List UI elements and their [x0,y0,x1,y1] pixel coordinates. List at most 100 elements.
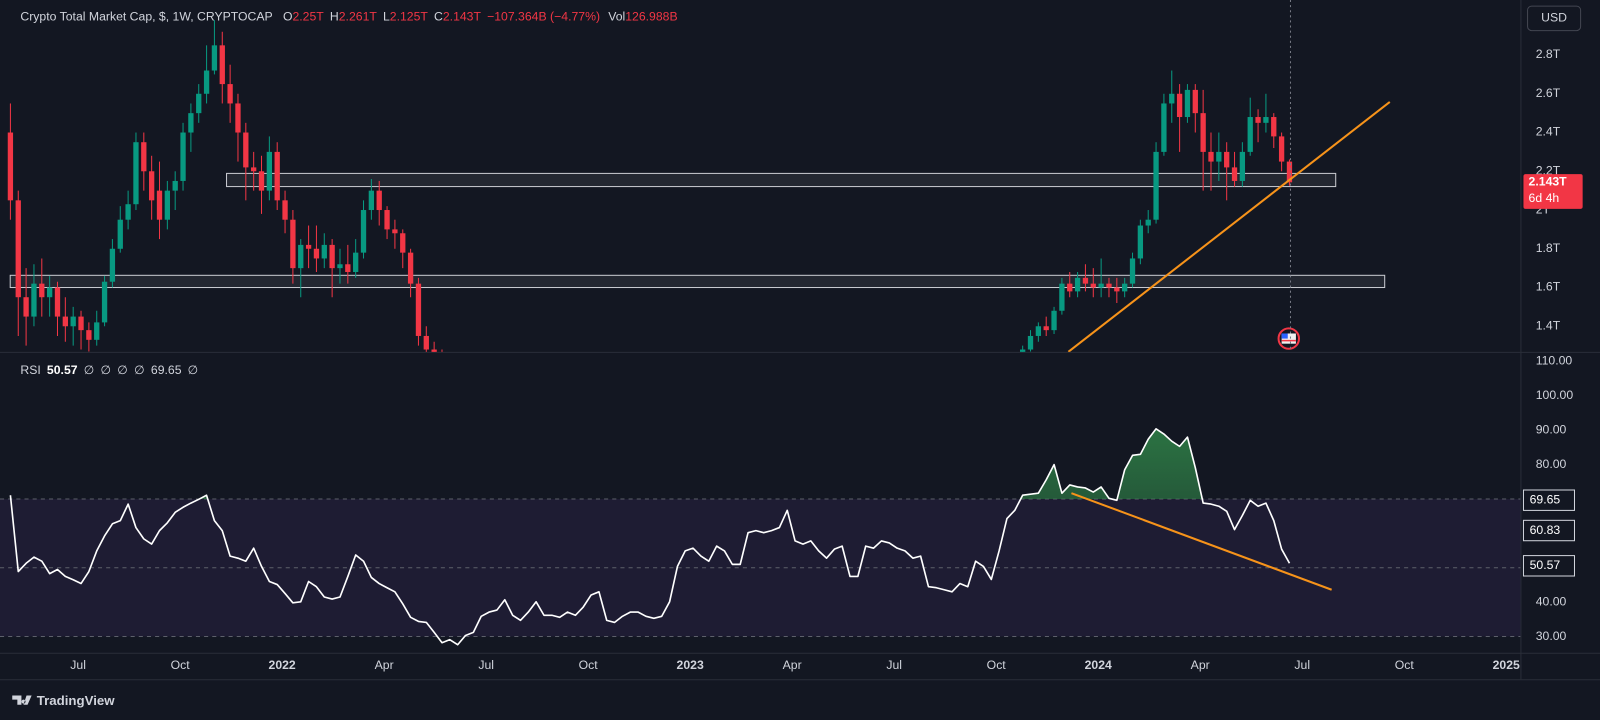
time-tick-label: 2024 [1085,658,1112,672]
rsi-level-badge [1522,555,1575,577]
candle-body [251,167,257,172]
candle-body [31,283,37,317]
price-tick-label: 2.4T [1536,125,1561,139]
footer-logo[interactable]: TradingView [12,693,115,708]
overbought-fill [10,428,1290,499]
currency-button-box[interactable] [1527,5,1582,32]
candle-body [125,204,131,220]
time-tick-label: Apr [783,658,802,672]
symbol-title: Crypto Total Market Cap, $, 1W, CRYPTOCA… [20,10,272,24]
candle-body [23,297,29,317]
candle-body [1161,103,1167,152]
candle-body [133,142,139,205]
candle-body [282,200,288,220]
rsi-level-label: 60.83 [1530,523,1561,537]
price-tick-label: 1.4T [1536,319,1561,333]
candle-body [431,349,437,352]
rsi-tick-label: 30.00 [1536,629,1567,643]
candle-body [46,287,53,298]
candle-body [345,264,351,273]
candle-body [1278,136,1285,162]
brand-name[interactable]: TradingView [37,693,116,708]
time-tick-label: Jul [70,658,86,672]
candle-body [305,244,312,249]
candle-body [15,200,21,298]
flag-body [1281,333,1296,344]
candle-body [1255,117,1261,123]
rsi-trendline [1071,492,1332,591]
rsi-pane [0,428,1521,646]
candle-body [384,210,390,230]
candle-body [141,142,147,172]
time-tick-label: Oct [987,658,1007,672]
candle-body [1020,349,1026,352]
candle-body [1271,117,1277,137]
price-tick-label: 2.8T [1536,47,1561,61]
rsi-level-badge [1522,519,1575,542]
chart-header: Crypto Total Market Cap, $, 1W, CRYPTOCA… [20,10,677,24]
candle-body [337,264,343,269]
rsi-header: RSI 50.57 ∅ ∅ ∅ ∅ 69.65 ∅ [20,363,198,377]
candle-body [1200,113,1206,152]
candle-body [392,229,398,234]
last-price-label: 2.143T [1529,175,1568,189]
candle-body [1247,117,1253,152]
ohlc-value: 2.25T [292,10,324,24]
volume-key: Vol [608,10,625,24]
rsi-title: RSI [20,363,40,377]
time-tick-label: Apr [1191,658,1210,672]
candle-body [196,93,202,114]
price-pane [7,0,1391,352]
candle-body [203,70,210,94]
rsi-header-value: ∅ [188,363,199,377]
candle-body [1184,89,1191,118]
candle-body [1286,161,1293,183]
candle-body [290,219,296,269]
candle-body [1035,326,1042,336]
price-tick-label: 1.6T [1536,280,1561,294]
ohlc-key: H [330,10,339,24]
time-tick-label: Oct [1395,658,1415,672]
rsi-level-label: 50.57 [1530,558,1561,572]
candle-body [227,84,233,104]
price-tick-label: 1.8T [1536,241,1561,255]
time-tick-label: Oct [579,658,599,672]
candle-body [258,171,265,191]
currency-button[interactable]: USD [1527,5,1582,32]
candle-body [1169,93,1175,104]
ohlc-value: 2.143T [443,10,482,24]
candle-body [1043,326,1049,331]
price-trendline [1067,101,1391,352]
candle-body [321,244,327,259]
rsi-header-value: 50.57 [47,363,78,377]
candle-body [219,45,225,85]
time-tick-label: Oct [171,658,191,672]
candle-body [1216,151,1222,162]
candle-body [235,103,241,133]
time-tick-label: Jul [886,658,902,672]
candle-body [39,283,45,298]
candle-body [180,132,186,181]
candle-body [188,113,194,133]
candle-body [54,287,61,317]
candle-body [407,252,414,284]
candle-body [211,45,218,71]
price-tick-label: 2.2T [1536,164,1561,178]
rsi-tick-label: 80.00 [1536,457,1567,471]
ohlc-key: O [283,10,293,24]
support-zone [226,172,1337,188]
candle-body [1231,167,1238,181]
time-tick-label: Apr [375,658,394,672]
currency-label[interactable]: USD [1541,11,1567,25]
candle-body [109,248,116,282]
candle-body [1129,258,1136,284]
rsi-header-value: ∅ [134,363,145,377]
candle-body [1027,335,1034,350]
candle-body [1082,277,1089,284]
candle-body [1106,283,1112,288]
candle-body [149,171,155,201]
rsi-level-label: 69.65 [1530,492,1561,506]
event-flag[interactable] [1277,327,1300,350]
